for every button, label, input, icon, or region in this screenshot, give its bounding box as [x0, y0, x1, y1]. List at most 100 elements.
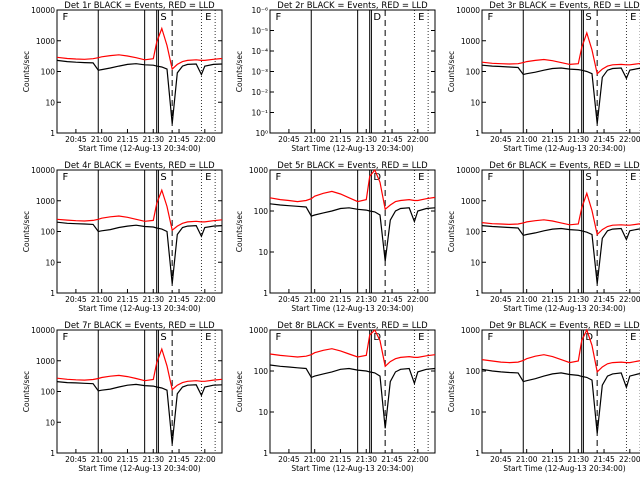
x-tick-label: 21:30: [142, 295, 164, 304]
marker-e: E: [630, 172, 636, 183]
y-tick-label: 1: [475, 449, 480, 458]
y-tick-label: 1: [263, 449, 268, 458]
plot-frame: [481, 9, 640, 134]
series-events: [269, 364, 436, 429]
series-lld: [481, 191, 640, 236]
x-tick-label: 21:15: [330, 295, 352, 304]
panel-title: Det 5r BLACK = Events, RED = LLD: [277, 161, 428, 171]
panel-title: Det 8r BLACK = Events, RED = LLD: [277, 321, 428, 331]
marker-e: E: [630, 12, 636, 23]
y-tick-label: 1: [475, 289, 480, 298]
series-lld: [269, 328, 436, 368]
panel-3: Det 3r BLACK = Events, RED = LLD 1 10 100 10…: [447, 1, 640, 153]
x-tick-label: 21:45: [593, 455, 615, 464]
x-tick-label: 21:45: [593, 135, 615, 144]
y-tick-label: 10000: [456, 166, 480, 175]
x-tick-label: 20:45: [490, 455, 512, 464]
marker-d: D: [373, 332, 381, 343]
x-tick-label: 21:00: [304, 295, 326, 304]
y-tick-label: 10⁻³: [251, 68, 268, 77]
marker-f: F: [275, 332, 281, 343]
y-tick-label: 1: [50, 289, 55, 298]
x-tick-label: 20:45: [278, 455, 300, 464]
panel-2: Det 2r BLACK = Events, RED = LLD 10⁰ 10⁻¹ 1…: [235, 1, 436, 153]
x-tick-label: 21:15: [117, 135, 139, 144]
x-tick-label: 21:15: [542, 295, 564, 304]
panel-title: Det 7r BLACK = Events, RED = LLD: [64, 321, 215, 331]
x-tick-label: 20:45: [65, 295, 87, 304]
x-tick-label: 21:15: [117, 295, 139, 304]
y-tick-label: 1: [50, 129, 55, 138]
x-tick-label: 20:45: [65, 135, 87, 144]
x-axis-label: Start Time (12-Aug-13 20:34:00): [503, 144, 625, 153]
plot-frame: [56, 9, 223, 134]
y-tick-label: 1000: [461, 37, 480, 46]
panel-4: Det 4r BLACK = Events, RED = LLD 1 10 100 10…: [22, 161, 223, 313]
plot-frame: [56, 169, 223, 294]
y-tick-label: 10⁻⁶: [251, 6, 268, 15]
y-tick-label: 100: [466, 228, 481, 237]
plot-frame: [481, 329, 640, 454]
y-tick-label: 10: [470, 408, 480, 417]
x-axis-label: Start Time (12-Aug-13 20:34:00): [78, 144, 200, 153]
marker-d: D: [373, 12, 381, 23]
y-tick-label: 1000: [36, 357, 55, 366]
x-tick-label: 22:00: [194, 455, 216, 464]
x-tick-label: 20:45: [490, 135, 512, 144]
marker-s: S: [160, 172, 166, 183]
series-events: [481, 64, 640, 124]
marker-s: S: [160, 332, 166, 343]
y-tick-label: 10: [45, 418, 55, 427]
y-tick-label: 1000: [36, 37, 55, 46]
x-tick-label: 21:30: [355, 135, 377, 144]
x-tick-label: 22:00: [407, 455, 429, 464]
x-axis-label: Start Time (12-Aug-13 20:34:00): [291, 144, 413, 153]
x-tick-label: 21:00: [516, 295, 538, 304]
x-axis-label: Start Time (12-Aug-13 20:34:00): [78, 304, 200, 313]
x-tick-label: 21:45: [168, 295, 190, 304]
plot-frame: [269, 329, 436, 454]
series-events: [56, 221, 223, 284]
x-tick-label: 22:00: [619, 295, 640, 304]
marker-f: F: [487, 172, 493, 183]
x-tick-label: 21:00: [516, 135, 538, 144]
y-tick-label: 10⁻⁴: [251, 47, 268, 56]
y-tick-label: 100: [254, 367, 269, 376]
x-tick-label: 21:15: [330, 455, 352, 464]
y-tick-label: 1000: [461, 326, 480, 335]
y-tick-label: 100: [466, 367, 481, 376]
series-events: [481, 368, 640, 434]
x-tick-label: 21:45: [381, 135, 403, 144]
panel-title: Det 3r BLACK = Events, RED = LLD: [489, 1, 640, 11]
y-tick-label: 1: [50, 449, 55, 458]
marker-s: S: [585, 12, 591, 23]
x-tick-label: 20:45: [278, 135, 300, 144]
x-tick-label: 21:45: [381, 455, 403, 464]
x-axis-label: Start Time (12-Aug-13 20:34:00): [503, 304, 625, 313]
y-tick-label: 10: [470, 258, 480, 267]
x-tick-label: 21:45: [168, 135, 190, 144]
y-tick-label: 10000: [31, 326, 55, 335]
panel-8: Det 8r BLACK = Events, RED = LLD 1 10 100 10…: [235, 321, 436, 473]
y-tick-label: 100: [41, 68, 56, 77]
y-tick-label: 100: [41, 388, 56, 397]
y-tick-label: 10: [45, 258, 55, 267]
x-tick-label: 22:00: [407, 295, 429, 304]
x-tick-label: 22:00: [194, 295, 216, 304]
y-tick-label: 10000: [31, 6, 55, 15]
x-axis-label: Start Time (12-Aug-13 20:34:00): [503, 464, 625, 473]
panel-1: Det 1r BLACK = Events, RED = LLD 1 10 100 10…: [22, 1, 223, 153]
panel-7: Det 7r BLACK = Events, RED = LLD 1 10 100 10…: [22, 321, 223, 473]
plot-frame: [269, 9, 436, 134]
marker-e: E: [205, 12, 211, 23]
x-tick-label: 20:45: [65, 455, 87, 464]
x-tick-label: 21:00: [304, 455, 326, 464]
y-axis-label: Counts/sec: [22, 211, 31, 252]
x-tick-label: 21:15: [330, 135, 352, 144]
x-tick-label: 21:00: [91, 135, 113, 144]
y-tick-label: 100: [254, 207, 269, 216]
y-tick-label: 10: [258, 248, 268, 257]
plot-frame: [56, 329, 223, 454]
marker-e: E: [205, 172, 211, 183]
